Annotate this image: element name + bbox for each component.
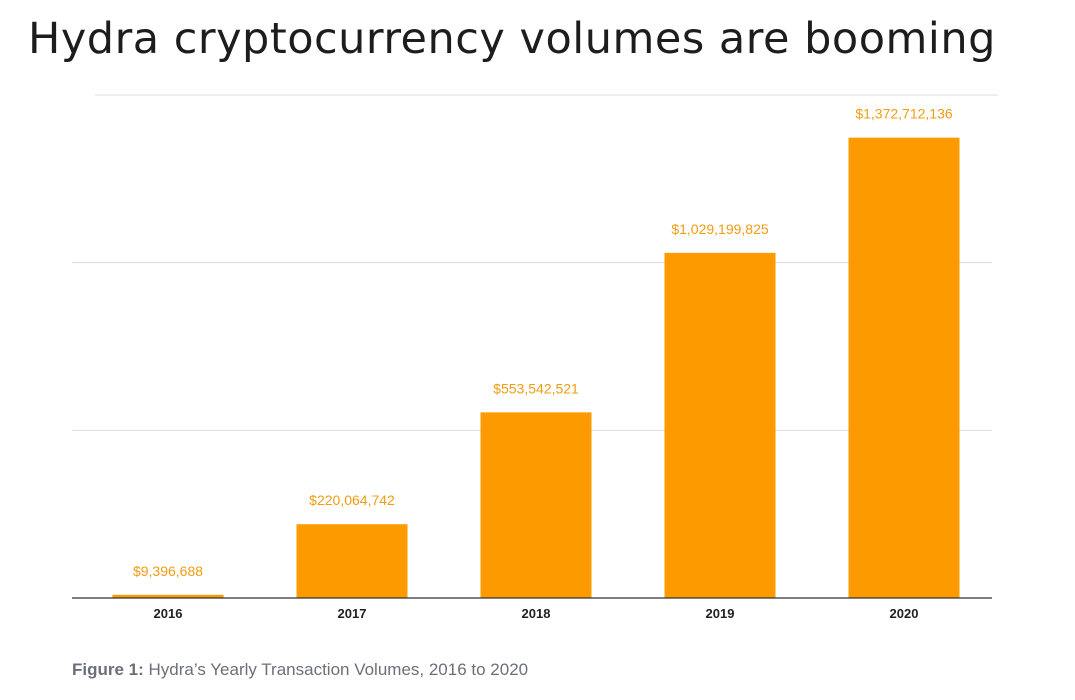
- bar-2016: [112, 594, 224, 598]
- figure-caption: Figure 1: Hydra’s Yearly Transaction Vol…: [72, 660, 528, 680]
- data-label-2017: $220,064,742: [309, 492, 395, 508]
- bar-2019: [664, 252, 776, 598]
- data-label-2018: $553,542,521: [493, 380, 579, 396]
- data-labels: $9,396,688 $220,064,742 $553,542,521 $1,029…: [133, 106, 953, 579]
- bars: [112, 137, 960, 598]
- x-tick-labels: 2016 2017 2018 2019 2020: [154, 606, 919, 621]
- x-tick-2018: 2018: [522, 606, 551, 621]
- x-tick-2016: 2016: [154, 606, 183, 621]
- bar-chart: $9,396,688 $220,064,742 $553,542,521 $1,029…: [72, 94, 998, 621]
- data-label-2016: $9,396,688: [133, 563, 203, 579]
- x-tick-2020: 2020: [890, 606, 919, 621]
- bar-2018: [480, 412, 592, 598]
- caption-text: Hydra’s Yearly Transaction Volumes, 2016…: [143, 660, 529, 679]
- data-label-2019: $1,029,199,825: [671, 221, 769, 237]
- data-label-2020: $1,372,712,136: [855, 106, 953, 122]
- bar-2020: [848, 137, 960, 598]
- bar-2017: [296, 524, 408, 598]
- caption-prefix: Figure 1:: [72, 660, 144, 679]
- page-title: Hydra cryptocurrency volumes are booming: [28, 14, 996, 64]
- x-tick-2019: 2019: [706, 606, 735, 621]
- x-tick-2017: 2017: [338, 606, 367, 621]
